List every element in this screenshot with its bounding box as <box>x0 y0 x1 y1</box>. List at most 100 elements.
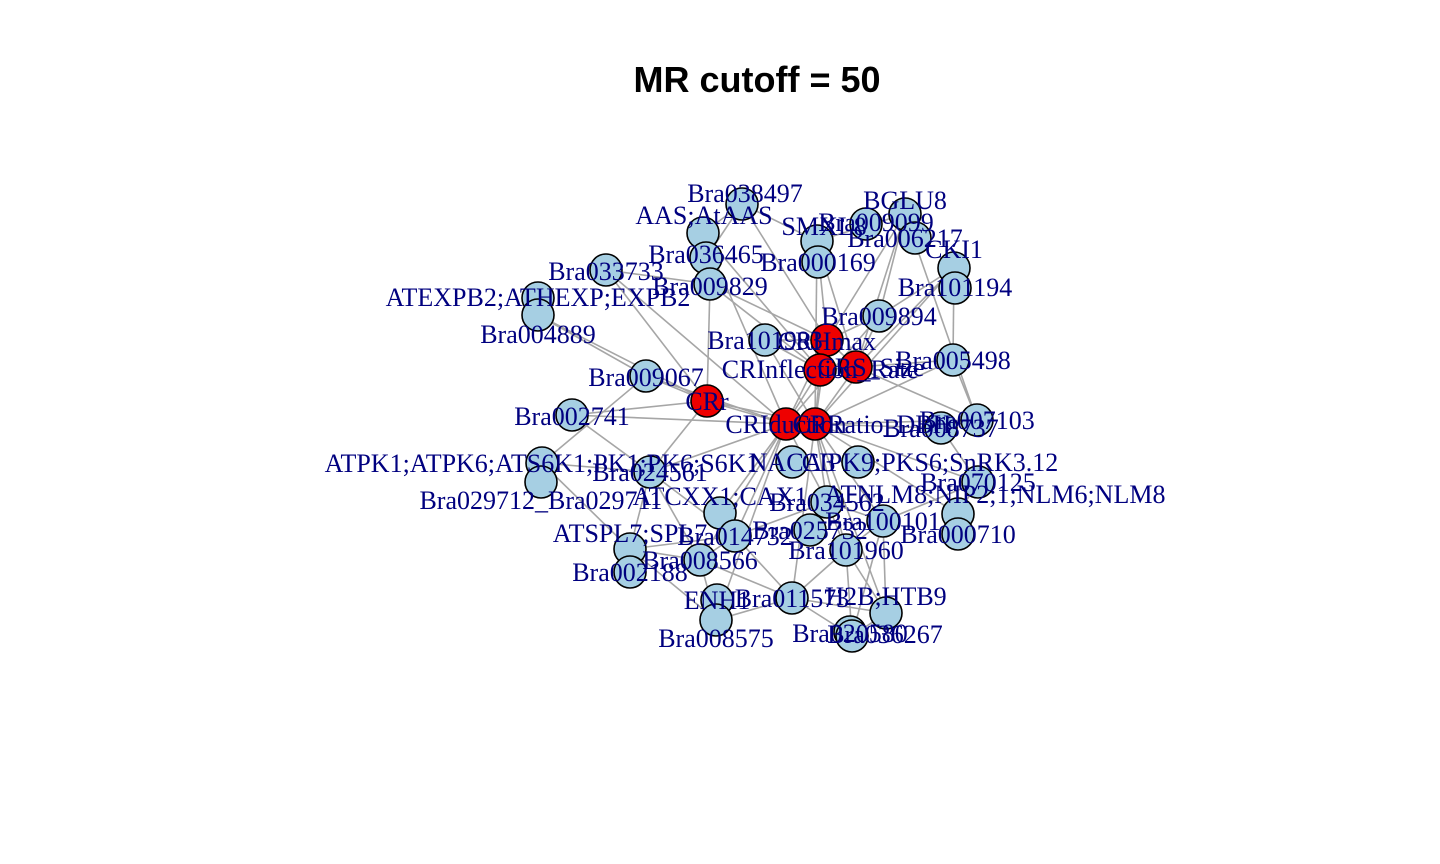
edge-CRSize-Bra007103 <box>855 366 978 421</box>
node-NACA <box>775 445 809 479</box>
nodes-layer <box>521 187 995 653</box>
node-label-Bra101960: Bra101960 <box>788 536 904 565</box>
edge-Bra033733-CRIduction <box>605 269 787 425</box>
edge-Bra009829-CRr <box>706 283 711 402</box>
edge-Bra038497-CRHmax <box>741 203 828 341</box>
node-Bra000169 <box>801 245 835 279</box>
edge-CRRatio-NLM <box>814 423 959 515</box>
node-Bra070125 <box>961 465 995 499</box>
node-label-CRIduction: CRIduction <box>725 410 846 439</box>
node-label-CRInflection: CRInflection_Rate <box>722 355 918 384</box>
node-label-Bra029712: Bra029712_Bra029711 <box>419 486 662 515</box>
edge-CKI1-CRSize <box>855 267 955 368</box>
node-label-CRHmax: CRHmax <box>778 327 876 356</box>
edge-Bra033733-Bra009829 <box>605 269 711 285</box>
node-label-Bra036267: Bra036267 <box>827 620 943 649</box>
node-label-ATSPL7: ATSPL7;SPL7 <box>553 519 708 548</box>
node-label-CIPK: CIPK9;PKS6;SnRK3.12 <box>802 448 1058 477</box>
edge-CRRatio-H2B <box>814 423 887 614</box>
node-Bra101983 <box>748 323 782 357</box>
node-label-Bra009099: Bra009099 <box>818 208 934 237</box>
node-Bra100101 <box>866 504 900 538</box>
node-label-Bra008737: Bra008737 <box>883 414 999 443</box>
edge-BGLU8-CRHmax <box>826 213 906 341</box>
node-Bra008737 <box>924 411 958 445</box>
edge-ATSPL7-Bra008575 <box>629 548 717 621</box>
edge-CKI1-CRRatio <box>814 267 955 425</box>
node-label-Bra011573: Bra011573 <box>735 584 850 613</box>
node-label-CRRatio: CRRatio_DBH <box>793 410 952 439</box>
edge-CRRatio-Bra070125 <box>814 423 979 483</box>
edge-CRIduction-ATCXX <box>719 423 787 514</box>
node-label-Bra100101: Bra100101 <box>825 507 941 536</box>
edge-Bra033733-CRr <box>605 269 708 402</box>
edge-Bra014732-ATSPL7 <box>629 535 736 550</box>
node-label-Bra000169: Bra000169 <box>760 248 876 277</box>
node-Bra036267 <box>835 619 869 653</box>
node-Bra009099 <box>849 207 883 241</box>
node-label-NACA: NACA3 <box>749 448 836 477</box>
node-label-Bra009894: Bra009894 <box>821 302 937 331</box>
node-Bra024561 <box>633 455 667 489</box>
node-Bra002741 <box>555 398 589 432</box>
node-label-Bra038497: Bra038497 <box>687 179 803 208</box>
node-label-Bra008566: Bra008566 <box>642 546 758 575</box>
node-label-Bra005498: Bra005498 <box>895 346 1011 375</box>
edge-CRIduction-Bra014732 <box>734 423 787 537</box>
node-label-Bra034562: Bra034562 <box>769 488 885 517</box>
node-Bra004889 <box>521 298 555 332</box>
edge-BGLU8-CRSize <box>855 213 906 368</box>
node-Bra011573 <box>775 581 809 615</box>
node-label-SMXL: SMXL8 <box>781 212 866 241</box>
node-label-Bra000710: Bra000710 <box>900 520 1016 549</box>
node-Bra009829 <box>693 267 727 301</box>
node-label-Bra020580: Bra020580 <box>792 619 908 648</box>
node-label-ATEXPB2: ATEXPB2;ATHEXP;EXPB2 <box>386 283 691 312</box>
node-label-AAS: AAS;AtAAS <box>635 201 772 230</box>
node-label-Bra036465: Bra036465 <box>648 240 764 269</box>
node-CRr <box>690 384 724 418</box>
edge-CRIduction-Bra024561 <box>649 423 787 473</box>
node-Bra009894 <box>862 299 896 333</box>
node-CRSize <box>839 350 873 384</box>
edge-CRIduction-Bra008566 <box>699 423 787 561</box>
node-Bra033733 <box>589 253 623 287</box>
node-CIPK <box>841 445 875 479</box>
node-Bra029712 <box>524 465 558 499</box>
node-Bra025732 <box>793 513 827 547</box>
node-label-Bra002188: Bra002188 <box>572 558 688 587</box>
node-Bra007103 <box>960 403 994 437</box>
node-Bra006217 <box>898 221 932 255</box>
node-Bra101194 <box>938 271 972 305</box>
node-label-Bra009067: Bra009067 <box>588 363 704 392</box>
node-Bra000710 <box>941 517 975 551</box>
edge-CRRatio-Bra008737 <box>814 423 942 429</box>
edge-Bra024561-Bra008566 <box>649 471 701 561</box>
node-label-BGLU8: BGLU8 <box>863 186 947 215</box>
node-Bra002188 <box>613 555 647 589</box>
node-label-CRr: CRr <box>685 387 729 416</box>
edge-Bra009829-CRHmax <box>709 283 828 341</box>
node-Bra008575 <box>699 603 733 637</box>
node-label-Bra101194: Bra101194 <box>898 273 1013 302</box>
node-label-Bra070125: Bra070125 <box>920 468 1036 497</box>
node-label-Bra006217: Bra006217 <box>847 224 963 253</box>
node-label-Bra024561: Bra024561 <box>592 458 708 487</box>
node-label-Bra025732: Bra025732 <box>752 516 868 545</box>
edge-CRr-Bra002741 <box>571 400 708 416</box>
node-Bra014732 <box>718 519 752 553</box>
node-Bra101960 <box>829 533 863 567</box>
node-H2B <box>869 596 903 630</box>
node-label-Bra101983: Bra101983 <box>707 326 823 355</box>
node-CRInflection <box>803 353 837 387</box>
edge-Bra002741-CRIduction <box>571 414 787 425</box>
node-Bra034562 <box>810 485 844 519</box>
node-Bra009067 <box>629 359 663 393</box>
plot-title: MR cutoff = 50 <box>633 59 880 100</box>
edge-Bra009067-ATPK1 <box>541 375 647 464</box>
edge-Bra005498-CRRatio <box>814 359 954 425</box>
edge-Bra070125-Bra100101 <box>882 481 979 522</box>
node-label-ATCXX: ATCXX1;CAX1 <box>633 482 808 511</box>
